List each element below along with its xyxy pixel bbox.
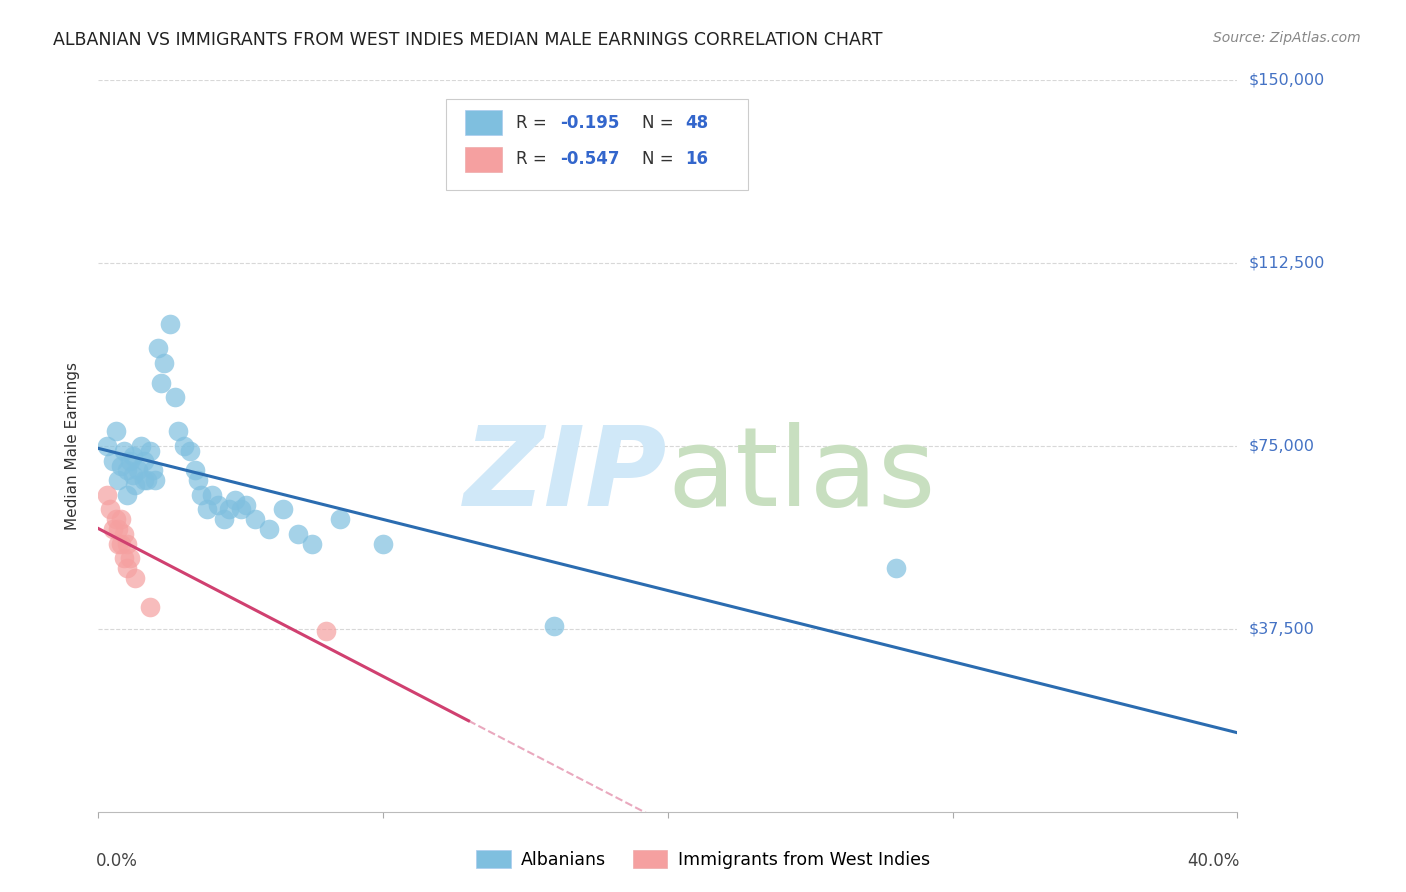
Point (207, 498, 229, 512)
Text: N =: N = (641, 113, 679, 132)
Point (112, 443, 135, 458)
Point (101, 453, 124, 467)
Point (218, 502, 240, 516)
Point (201, 488, 224, 502)
Text: 0.0%: 0.0% (96, 852, 138, 870)
Point (153, 356, 176, 370)
Point (224, 492, 246, 507)
Point (129, 439, 152, 453)
Point (118, 551, 141, 566)
Point (187, 473, 209, 487)
Point (115, 561, 138, 575)
Point (167, 425, 190, 439)
Point (179, 443, 201, 458)
Point (184, 463, 207, 477)
Y-axis label: Median Male Earnings: Median Male Earnings (65, 362, 80, 530)
Point (121, 449, 143, 463)
Point (118, 453, 141, 467)
Text: R =: R = (516, 113, 553, 132)
Text: $150,000: $150,000 (1249, 73, 1324, 87)
Point (165, 390, 187, 404)
Point (173, 439, 195, 453)
Text: ZIP: ZIP (464, 422, 668, 529)
Text: atlas: atlas (668, 422, 936, 529)
Point (115, 488, 138, 502)
Text: -0.195: -0.195 (560, 113, 619, 132)
Point (190, 488, 212, 502)
Point (110, 536, 132, 550)
Point (121, 468, 143, 483)
Text: ALBANIAN VS IMMIGRANTS FROM WEST INDIES MEDIAN MALE EARNINGS CORRELATION CHART: ALBANIAN VS IMMIGRANTS FROM WEST INDIES … (53, 31, 883, 49)
Point (135, 473, 157, 487)
Point (229, 502, 252, 516)
Point (235, 498, 257, 512)
Point (115, 463, 138, 477)
Point (101, 522, 124, 536)
Point (145, 473, 167, 487)
Text: $37,500: $37,500 (1249, 622, 1315, 636)
Point (287, 526, 309, 541)
Text: $112,500: $112,500 (1249, 256, 1324, 270)
FancyBboxPatch shape (446, 99, 748, 190)
Point (96, 488, 118, 502)
Text: Source: ZipAtlas.com: Source: ZipAtlas.com (1213, 31, 1361, 45)
Point (212, 512, 235, 526)
Point (195, 502, 218, 516)
Point (127, 463, 149, 477)
Point (373, 536, 395, 550)
Text: N =: N = (641, 150, 679, 169)
Point (110, 512, 132, 526)
Point (884, 561, 907, 575)
Point (148, 342, 170, 356)
Text: 16: 16 (685, 150, 709, 169)
Point (243, 512, 266, 526)
Legend: Albanians, Immigrants from West Indies: Albanians, Immigrants from West Indies (470, 844, 936, 876)
Point (104, 425, 127, 439)
FancyBboxPatch shape (465, 147, 502, 171)
Point (107, 522, 129, 536)
Point (132, 453, 155, 467)
Point (138, 443, 160, 458)
Point (96, 439, 118, 453)
Point (141, 463, 163, 477)
Point (124, 571, 146, 585)
Text: -0.547: -0.547 (560, 150, 619, 169)
Point (112, 526, 135, 541)
Point (107, 536, 129, 550)
Point (159, 317, 181, 331)
Point (124, 478, 146, 492)
Text: R =: R = (516, 150, 553, 169)
Text: 48: 48 (685, 113, 709, 132)
Point (259, 522, 281, 536)
Point (138, 599, 160, 614)
Point (150, 376, 173, 390)
Point (104, 512, 127, 526)
Point (273, 502, 295, 516)
Point (112, 551, 135, 566)
Text: $75,000: $75,000 (1249, 439, 1315, 453)
Point (543, 619, 565, 633)
Point (98, 502, 121, 516)
Point (315, 624, 337, 639)
Point (115, 536, 138, 550)
FancyBboxPatch shape (465, 111, 502, 136)
Point (107, 473, 129, 487)
Point (301, 536, 323, 550)
Point (110, 458, 132, 473)
Point (329, 512, 352, 526)
Point (132, 473, 155, 487)
Text: 40.0%: 40.0% (1187, 852, 1240, 870)
